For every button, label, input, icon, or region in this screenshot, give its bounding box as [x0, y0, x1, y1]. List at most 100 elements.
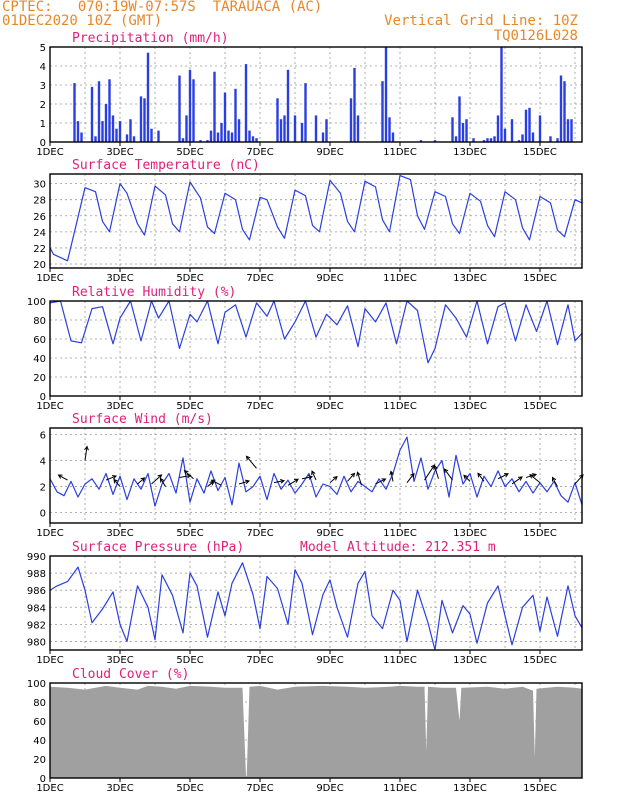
y-tick-label: 20 — [33, 373, 46, 384]
wind-arrow — [137, 477, 146, 485]
precip-bar — [454, 136, 458, 142]
precip-bar — [111, 115, 115, 142]
y-tick-label: 28 — [33, 196, 46, 207]
wind-arrow — [497, 473, 509, 480]
precip-bar — [90, 86, 94, 142]
wind-arrow — [287, 478, 299, 486]
precip-bar — [132, 136, 136, 142]
precip-bar — [255, 138, 258, 142]
precip-bar — [388, 117, 391, 142]
wind-arrow — [210, 479, 222, 486]
wind-arrow — [433, 464, 439, 479]
precip-bar — [486, 138, 489, 142]
wind-arrow — [238, 479, 250, 485]
x-tick-label: 1DEC — [36, 273, 63, 284]
x-tick-label: 5DEC — [176, 273, 203, 284]
precip-bar — [349, 98, 353, 142]
x-tick-label: 13DEC — [453, 783, 487, 794]
precip-bar — [286, 69, 290, 142]
precip-bar — [566, 119, 570, 142]
precip-bar — [391, 132, 395, 142]
precip-frame — [49, 46, 583, 143]
precip-bar — [94, 136, 97, 142]
x-tick-label: 5DEC — [176, 655, 203, 666]
precip-bar — [381, 81, 384, 142]
pressure-series-line — [49, 562, 583, 651]
x-tick-label: 7DEC — [246, 783, 273, 794]
wind-series-line — [49, 436, 583, 507]
y-tick-label: 0 — [40, 392, 46, 403]
wind-arrow — [356, 471, 362, 486]
x-tick-label: 11DEC — [383, 147, 417, 158]
precip-bar — [517, 140, 521, 142]
precip-bar — [101, 121, 104, 142]
x-tick-label: 3DEC — [106, 147, 133, 158]
temp-series-line — [49, 175, 583, 262]
x-tick-label: 7DEC — [246, 401, 273, 412]
x-tick-label: 3DEC — [106, 273, 133, 284]
y-tick-label: 0 — [40, 138, 46, 149]
x-tick-label: 9DEC — [316, 273, 343, 284]
y-tick-label: 20 — [33, 260, 46, 271]
precip-bar — [559, 75, 563, 142]
precip-bar — [125, 134, 129, 142]
precip-bar — [419, 140, 423, 142]
y-tick-label: 5 — [40, 43, 46, 54]
precip-bar — [185, 115, 188, 142]
x-tick-label: 15DEC — [523, 401, 557, 412]
y-tick-label: 26 — [33, 212, 46, 223]
wind-arrow — [159, 477, 166, 487]
x-tick-label: 11DEC — [383, 528, 417, 539]
x-tick-label: 7DEC — [246, 655, 273, 666]
rh-frame — [49, 300, 583, 397]
precip-bar — [524, 109, 528, 142]
precip-bar — [503, 128, 507, 142]
y-tick-label: 40 — [33, 354, 46, 365]
precip-bar — [461, 123, 465, 142]
precip-bar — [283, 115, 286, 142]
x-tick-label: 9DEC — [316, 528, 343, 539]
wind-arrow — [183, 470, 194, 480]
wind-arrow — [551, 476, 558, 487]
x-tick-label: 1DEC — [36, 147, 63, 158]
wind-arrow — [57, 474, 68, 481]
precip-bar — [139, 96, 143, 142]
precip-bar — [563, 81, 566, 142]
temp-title: Surface Temperature (nC) — [72, 158, 260, 173]
x-tick-label: 15DEC — [523, 655, 557, 666]
x-tick-label: 1DEC — [36, 401, 63, 412]
x-tick-label: 7DEC — [246, 528, 273, 539]
precip-bar — [451, 117, 454, 142]
x-tick-label: 13DEC — [453, 147, 487, 158]
precip-bar — [104, 104, 108, 142]
precip-bar — [531, 132, 535, 142]
rh-title: Relative Humidity (%) — [72, 285, 236, 300]
precip-bar — [150, 128, 153, 142]
precip-bar — [489, 138, 493, 142]
precip-bar — [556, 138, 559, 142]
y-tick-label: 40 — [33, 736, 46, 747]
x-tick-label: 1DEC — [36, 783, 63, 794]
y-tick-label: 80 — [33, 698, 46, 709]
precip-bar — [293, 115, 297, 142]
y-tick-label: 22 — [33, 244, 46, 255]
y-tick-label: 6 — [40, 431, 46, 442]
x-tick-label: 9DEC — [316, 147, 343, 158]
precip-bar — [472, 138, 475, 142]
wind-arrow — [443, 468, 453, 481]
x-tick-label: 11DEC — [383, 273, 417, 284]
wind-arrow — [273, 478, 286, 484]
y-tick-label: 24 — [33, 228, 46, 239]
x-tick-label: 11DEC — [383, 783, 417, 794]
y-tick-label: 3 — [40, 81, 46, 92]
wind-title: Surface Wind (m/s) — [72, 412, 213, 427]
precip-bar — [206, 140, 209, 142]
wind-arrow — [329, 475, 338, 484]
y-tick-label: 60 — [33, 717, 46, 728]
header-line2-left: 01DEC2020 10Z (GMT) — [2, 13, 163, 29]
precip-bar — [97, 81, 101, 142]
precip-bar — [353, 67, 356, 142]
precip-bar — [157, 130, 160, 142]
cloud-frame — [49, 682, 583, 779]
